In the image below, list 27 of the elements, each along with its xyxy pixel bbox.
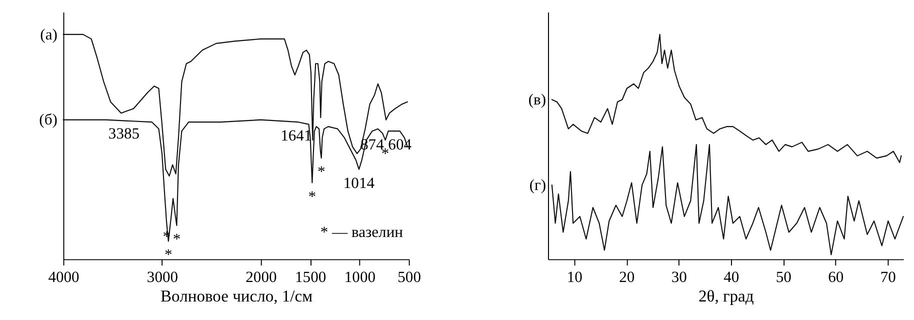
series-label: (б) (39, 112, 58, 129)
annotation: * (172, 230, 181, 248)
annotation: 604 (388, 136, 412, 154)
x-tick-label: 40 (724, 269, 740, 286)
annotation: * — вазелин (320, 224, 403, 241)
x-axis-title: Волновое число, 1/см (160, 286, 314, 306)
x-axis-title: 2θ, град (698, 286, 754, 306)
series-label: (г) (529, 176, 546, 194)
x-tick-label: 4000 (48, 269, 80, 286)
x-tick-label: 10 (566, 269, 583, 286)
x-tick-label: 1500 (295, 269, 326, 286)
annotation: 3385 (108, 125, 140, 142)
x-tick-label: 1000 (344, 269, 376, 286)
x-tick-label: 2000 (246, 269, 277, 286)
x-tick-label: 500 (398, 269, 422, 286)
x-tick-label: 3000 (146, 269, 178, 286)
annotation: 1014 (343, 174, 375, 192)
x-tick-label: 70 (880, 269, 896, 286)
annotation: * (308, 188, 316, 206)
x-tick-label: 20 (619, 269, 635, 286)
series-label: (а) (40, 26, 58, 44)
annotation: * (317, 164, 326, 181)
x-tick-label: 30 (671, 269, 688, 286)
annotation: * (164, 246, 173, 264)
series-label: (в) (528, 91, 546, 108)
x-tick-label: 60 (828, 269, 844, 286)
x-tick-label: 50 (776, 269, 792, 286)
